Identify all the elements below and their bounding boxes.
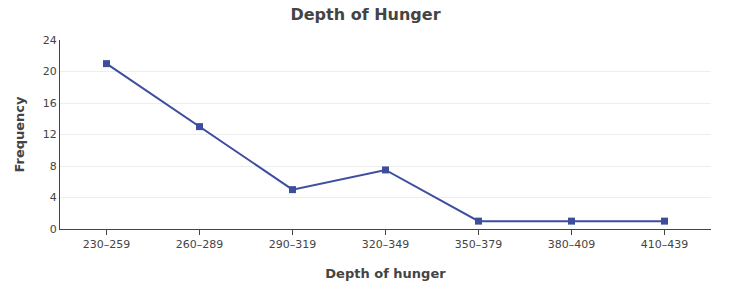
svg-text:4: 4 xyxy=(50,191,57,204)
svg-text:260–289: 260–289 xyxy=(176,238,224,251)
svg-text:290–319: 290–319 xyxy=(269,238,317,251)
svg-text:Depth of Hunger: Depth of Hunger xyxy=(290,5,440,24)
svg-text:20: 20 xyxy=(43,65,57,78)
svg-text:410–439: 410–439 xyxy=(641,238,689,251)
svg-text:380–409: 380–409 xyxy=(548,238,596,251)
svg-text:16: 16 xyxy=(43,97,57,110)
svg-text:350–379: 350–379 xyxy=(455,238,503,251)
svg-text:230–259: 230–259 xyxy=(83,238,131,251)
svg-text:12: 12 xyxy=(43,128,57,141)
svg-text:Depth of hunger: Depth of hunger xyxy=(325,266,446,281)
svg-text:8: 8 xyxy=(50,160,57,173)
svg-text:0: 0 xyxy=(50,223,57,236)
svg-text:320–349: 320–349 xyxy=(362,238,410,251)
svg-text:24: 24 xyxy=(43,34,57,47)
svg-text:Frequency: Frequency xyxy=(12,96,27,173)
